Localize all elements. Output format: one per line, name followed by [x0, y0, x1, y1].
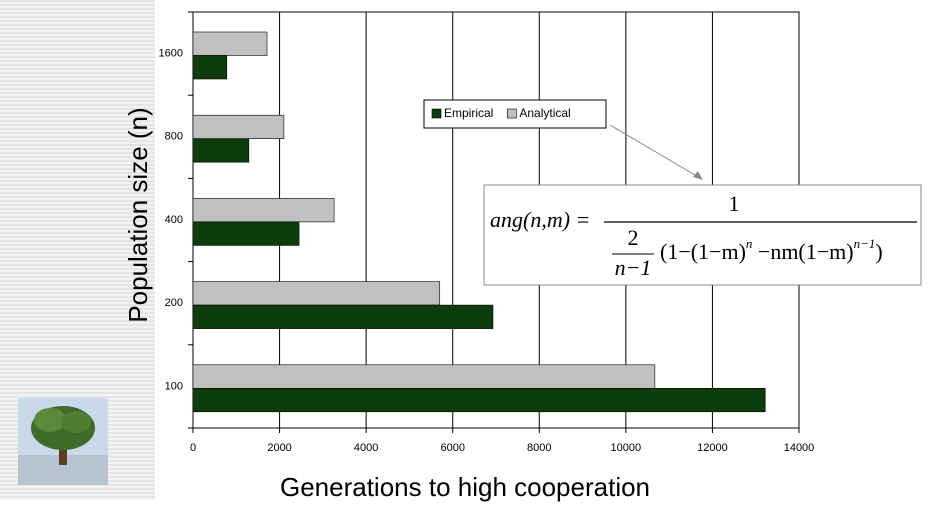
legend-swatch: [432, 109, 441, 118]
x-tick-label: 10000: [611, 442, 642, 454]
legend-swatch: [507, 109, 516, 118]
x-tick-label: 6000: [440, 442, 464, 454]
y-tick-label: 800: [165, 131, 183, 143]
legend-label: Analytical: [519, 106, 570, 120]
slide: 0 2000 4000 6000 8000 10000 12000 14000 1600 800 4…: [0, 0, 940, 510]
formula-lhs: ang(n,m) =: [490, 207, 590, 232]
y-tick-label: 200: [165, 297, 183, 309]
tree-image: [18, 398, 108, 485]
y-tick-label: 1600: [159, 48, 183, 60]
bar: [193, 32, 267, 56]
formula-part: (1−(1−m): [660, 239, 746, 264]
bar: [193, 56, 227, 80]
x-tick-label: 12000: [697, 442, 728, 454]
bar: [193, 282, 440, 306]
bar: [193, 305, 493, 329]
y-tick-label: 100: [165, 380, 183, 392]
bar: [193, 388, 765, 412]
x-tick-label: 0: [190, 442, 196, 454]
y-tick-label: 400: [165, 214, 183, 226]
bar: [193, 115, 284, 139]
formula-coef-den: n−1: [615, 255, 652, 280]
bar: [193, 222, 299, 246]
formula-numerator: 1: [729, 191, 740, 216]
formula-part: ): [875, 239, 882, 264]
formula-exp: n−1: [854, 236, 876, 251]
legend-label: Empirical: [444, 106, 493, 120]
formula-coef-num: 2: [628, 225, 639, 250]
bar: [193, 139, 249, 163]
x-tick-label: 2000: [267, 442, 291, 454]
formula-part: −nm(1−m): [752, 239, 853, 264]
x-axis-title: Generations to high cooperation: [280, 472, 650, 502]
y-axis-title: Population size (n): [123, 107, 153, 322]
x-tick-label: 8000: [527, 442, 551, 454]
formula-body: (1−(1−m)n −nm(1−m)n−1): [660, 236, 883, 264]
x-tick-label: 4000: [354, 442, 378, 454]
bar: [193, 198, 334, 222]
x-tick-label: 14000: [784, 442, 815, 454]
bar: [193, 365, 655, 389]
